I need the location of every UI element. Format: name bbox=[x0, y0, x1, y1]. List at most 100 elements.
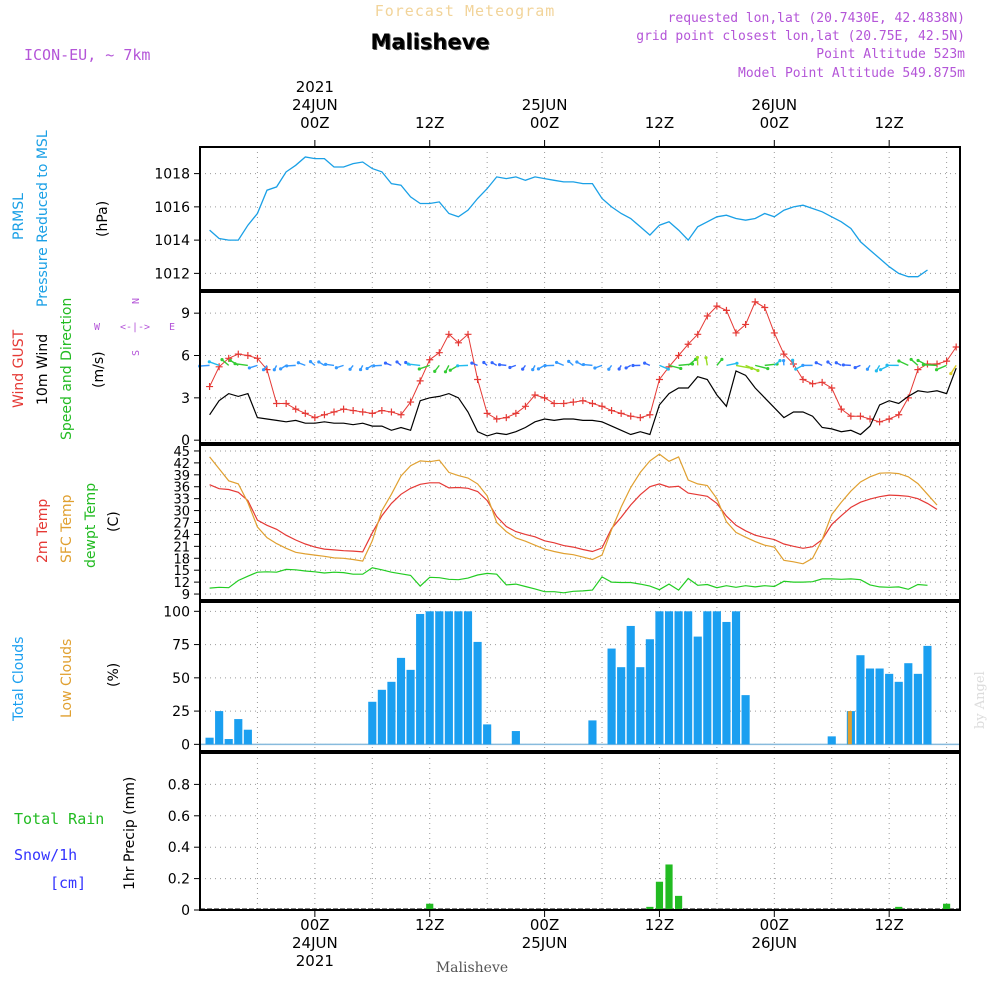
wind-arrow bbox=[668, 364, 681, 370]
total-cloud-bar bbox=[435, 611, 444, 745]
gust-point bbox=[675, 352, 683, 360]
top-tick-label: 12Z bbox=[645, 114, 674, 132]
compass-n: N bbox=[131, 298, 142, 304]
wind-arrow-head bbox=[317, 360, 321, 364]
wind-arrow-head bbox=[433, 369, 437, 373]
y-tick-label: 0 bbox=[181, 903, 190, 919]
sfc-temp-line bbox=[209, 453, 938, 565]
wind-arrow-head bbox=[482, 360, 486, 365]
wind-arrow bbox=[745, 364, 759, 372]
gust-point bbox=[943, 357, 951, 365]
wind-arrow-head bbox=[443, 370, 448, 374]
wind-arrow-head bbox=[841, 363, 846, 367]
location-title-front: Malisheve bbox=[370, 30, 489, 54]
location-title: Malisheve bbox=[371, 31, 490, 55]
wind-arrow-head bbox=[536, 367, 541, 371]
wind-arrow-head bbox=[735, 361, 739, 365]
gust-point bbox=[579, 397, 587, 405]
wind-arrow-head bbox=[778, 359, 782, 363]
wind-arrow-head bbox=[581, 362, 586, 367]
y-tick-label: 21 bbox=[173, 540, 190, 555]
total-cloud-bar bbox=[243, 729, 252, 745]
top-tick-label: 00Z bbox=[760, 114, 789, 132]
total-cloud-bar bbox=[234, 719, 243, 745]
wind-arrow-head bbox=[575, 360, 579, 364]
wind-arrow-head bbox=[296, 361, 300, 365]
footer-location: Malisheve bbox=[436, 960, 508, 976]
gust-label: Wind GUST bbox=[11, 329, 27, 408]
wind-arrow-head bbox=[285, 364, 289, 368]
total-cloud-bar bbox=[425, 611, 434, 745]
temp-unit: (C) bbox=[106, 511, 122, 532]
total-cloud-bar bbox=[741, 695, 750, 745]
model-label: ICON-EU, ~ 7km bbox=[24, 46, 150, 64]
total-cloud-bar bbox=[684, 611, 693, 745]
bottom-tick-label: 25JUN bbox=[522, 934, 568, 952]
bottom-tick-label: 26JUN bbox=[751, 934, 797, 952]
top-year-label: 2021 bbox=[296, 78, 334, 96]
gust-point bbox=[493, 415, 501, 423]
wind-arrow-head bbox=[666, 367, 670, 371]
total-cloud-bar bbox=[923, 645, 932, 745]
rain-bar bbox=[426, 903, 434, 910]
total-cloud-bar bbox=[731, 611, 741, 745]
y-tick-label: 50 bbox=[172, 671, 190, 687]
closest-coords: grid point closest lon,lat (20.75E, 42.5… bbox=[636, 29, 965, 44]
gust-point bbox=[502, 414, 510, 422]
wind-arrow-head bbox=[207, 360, 211, 364]
gust-point bbox=[655, 375, 663, 383]
total-cloud-bar bbox=[463, 611, 473, 745]
clouds-unit: (%) bbox=[106, 663, 122, 687]
gust-point bbox=[866, 415, 874, 423]
total-cloud-bar bbox=[913, 673, 922, 745]
wind-arrow-head bbox=[220, 358, 224, 362]
wind-arrow-head bbox=[372, 364, 376, 368]
gust-point bbox=[407, 398, 415, 406]
total-cloud-bar bbox=[894, 681, 903, 745]
sfc-temp-label: SFC Temp bbox=[59, 494, 75, 563]
y-tick-label: 42 bbox=[173, 457, 190, 472]
y-tick-label: 1014 bbox=[154, 233, 190, 249]
wind-arrow-head bbox=[531, 368, 535, 372]
compass-e: E bbox=[169, 322, 175, 333]
y-tick-label: 24 bbox=[173, 528, 190, 543]
wind-arrow bbox=[950, 365, 957, 374]
gust-point bbox=[856, 412, 864, 420]
total-cloud-bar bbox=[368, 701, 377, 745]
gust-point bbox=[847, 412, 855, 420]
rain-bar bbox=[895, 906, 903, 910]
total-cloud-bar bbox=[722, 621, 731, 745]
gust-point bbox=[311, 414, 319, 422]
gust-point bbox=[636, 414, 644, 422]
wind-arrow bbox=[923, 363, 938, 367]
wind-arrow-head bbox=[383, 361, 388, 365]
wind-arrow-head bbox=[554, 360, 559, 365]
bottom-tick-label: 00Z bbox=[760, 916, 789, 934]
gust-point bbox=[292, 405, 300, 413]
rain-bar bbox=[943, 903, 951, 910]
wind-arrow-head bbox=[853, 365, 857, 370]
compass-mid: <-|-> bbox=[120, 322, 150, 333]
wind-arrow-head bbox=[508, 365, 512, 370]
gust-point bbox=[713, 302, 721, 310]
wind-arrow bbox=[754, 364, 768, 370]
wind-arrow-head bbox=[874, 369, 878, 373]
gust-point bbox=[253, 354, 261, 362]
wind-arrow bbox=[735, 364, 752, 370]
compass-legend: N W <-|-> E S bbox=[94, 298, 175, 356]
panels: 1012101410161018036991215182124273033363… bbox=[154, 146, 961, 919]
total-clouds-label: Total Clouds bbox=[11, 637, 27, 722]
gust-point bbox=[703, 312, 711, 320]
top-tick-label: 12Z bbox=[874, 114, 903, 132]
bottom-tick-label: 12Z bbox=[874, 916, 903, 934]
gust-point bbox=[368, 409, 376, 417]
gust-point bbox=[435, 349, 443, 357]
total-cloud-bar bbox=[655, 611, 664, 745]
gust-point bbox=[320, 411, 328, 419]
rain-bar bbox=[655, 881, 664, 910]
wind-arrow-head bbox=[934, 368, 939, 372]
total-cloud-bar bbox=[416, 613, 425, 745]
wind-arrow bbox=[199, 364, 210, 367]
gust-point bbox=[512, 409, 520, 417]
